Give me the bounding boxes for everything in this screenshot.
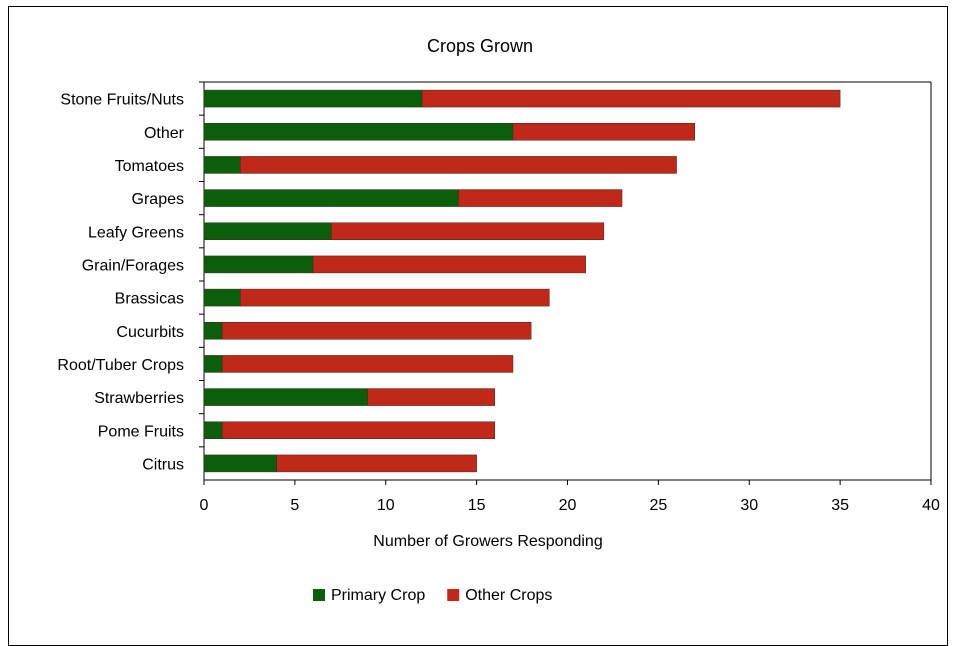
x-axis-label: Number of Growers Responding <box>373 533 602 550</box>
bar-primary-crop <box>203 355 223 373</box>
bar-other-crops <box>221 421 496 439</box>
bar-primary-crop <box>203 189 459 207</box>
plot-area <box>199 81 932 481</box>
bar-primary-crop <box>203 454 277 473</box>
bar-primary-crop <box>203 222 332 240</box>
category-label: Strawberries <box>94 390 184 407</box>
legend-swatch <box>313 589 325 601</box>
legend-label: Other Crops <box>465 587 552 604</box>
category-label: Grain/Forages <box>82 257 184 274</box>
bar-other-crops <box>221 322 532 340</box>
x-tick-label: 40 <box>922 497 940 514</box>
bar-other-crops <box>276 454 477 473</box>
bar-other-crops <box>421 89 841 108</box>
category-label: Tomatoes <box>115 158 184 175</box>
bar-other-crops <box>240 156 677 174</box>
legend: Primary Crop Other Crops <box>313 587 552 604</box>
bar-other-crops <box>367 388 496 406</box>
crops-grown-chart: Crops Grown Stone Fruits/Nuts Other Tomato… <box>57 36 940 604</box>
bar-primary-crop <box>203 421 223 439</box>
x-tick-label: 10 <box>377 497 395 514</box>
category-label: Grapes <box>132 191 184 208</box>
bar-other-crops <box>221 355 514 373</box>
legend-swatch <box>447 589 460 601</box>
chart-title: Crops Grown <box>427 36 533 56</box>
category-label: Pome Fruits <box>98 423 184 440</box>
category-label: Cucurbits <box>116 324 184 341</box>
x-tick-label: 0 <box>200 497 209 514</box>
bar-other-crops <box>512 123 695 141</box>
bar-primary-crop <box>203 123 514 141</box>
x-tick-label: 30 <box>740 497 758 514</box>
category-label: Leafy Greens <box>88 224 184 241</box>
y-axis-labels: Stone Fruits/Nuts Other Tomatoes Grapes Leaf… <box>57 92 184 474</box>
category-label: Root/Tuber Crops <box>57 357 184 374</box>
category-label: Brassicas <box>115 291 184 308</box>
x-tick-label: 25 <box>649 497 667 514</box>
bar-primary-crop <box>203 288 241 307</box>
bar-primary-crop <box>203 89 423 108</box>
bar-other-crops <box>240 288 550 307</box>
bar-primary-crop <box>203 156 241 174</box>
x-tick-label: 15 <box>468 497 486 514</box>
category-label: Stone Fruits/Nuts <box>60 92 184 109</box>
bar-other-crops <box>312 255 586 274</box>
category-label: Citrus <box>142 456 184 473</box>
bar-primary-crop <box>203 255 314 274</box>
bar-primary-crop <box>203 322 223 340</box>
x-tick-label: 35 <box>831 497 849 514</box>
bar-other-crops <box>458 189 623 207</box>
bar-other-crops <box>330 222 605 240</box>
bar-primary-crop <box>203 388 368 406</box>
category-label: Other <box>144 125 185 142</box>
x-tick-label: 5 <box>290 497 299 514</box>
x-tick-label: 20 <box>559 497 577 514</box>
legend-label: Primary Crop <box>331 587 425 604</box>
x-axis-tick-labels: 0 5 10 15 20 25 30 35 40 <box>200 480 940 514</box>
